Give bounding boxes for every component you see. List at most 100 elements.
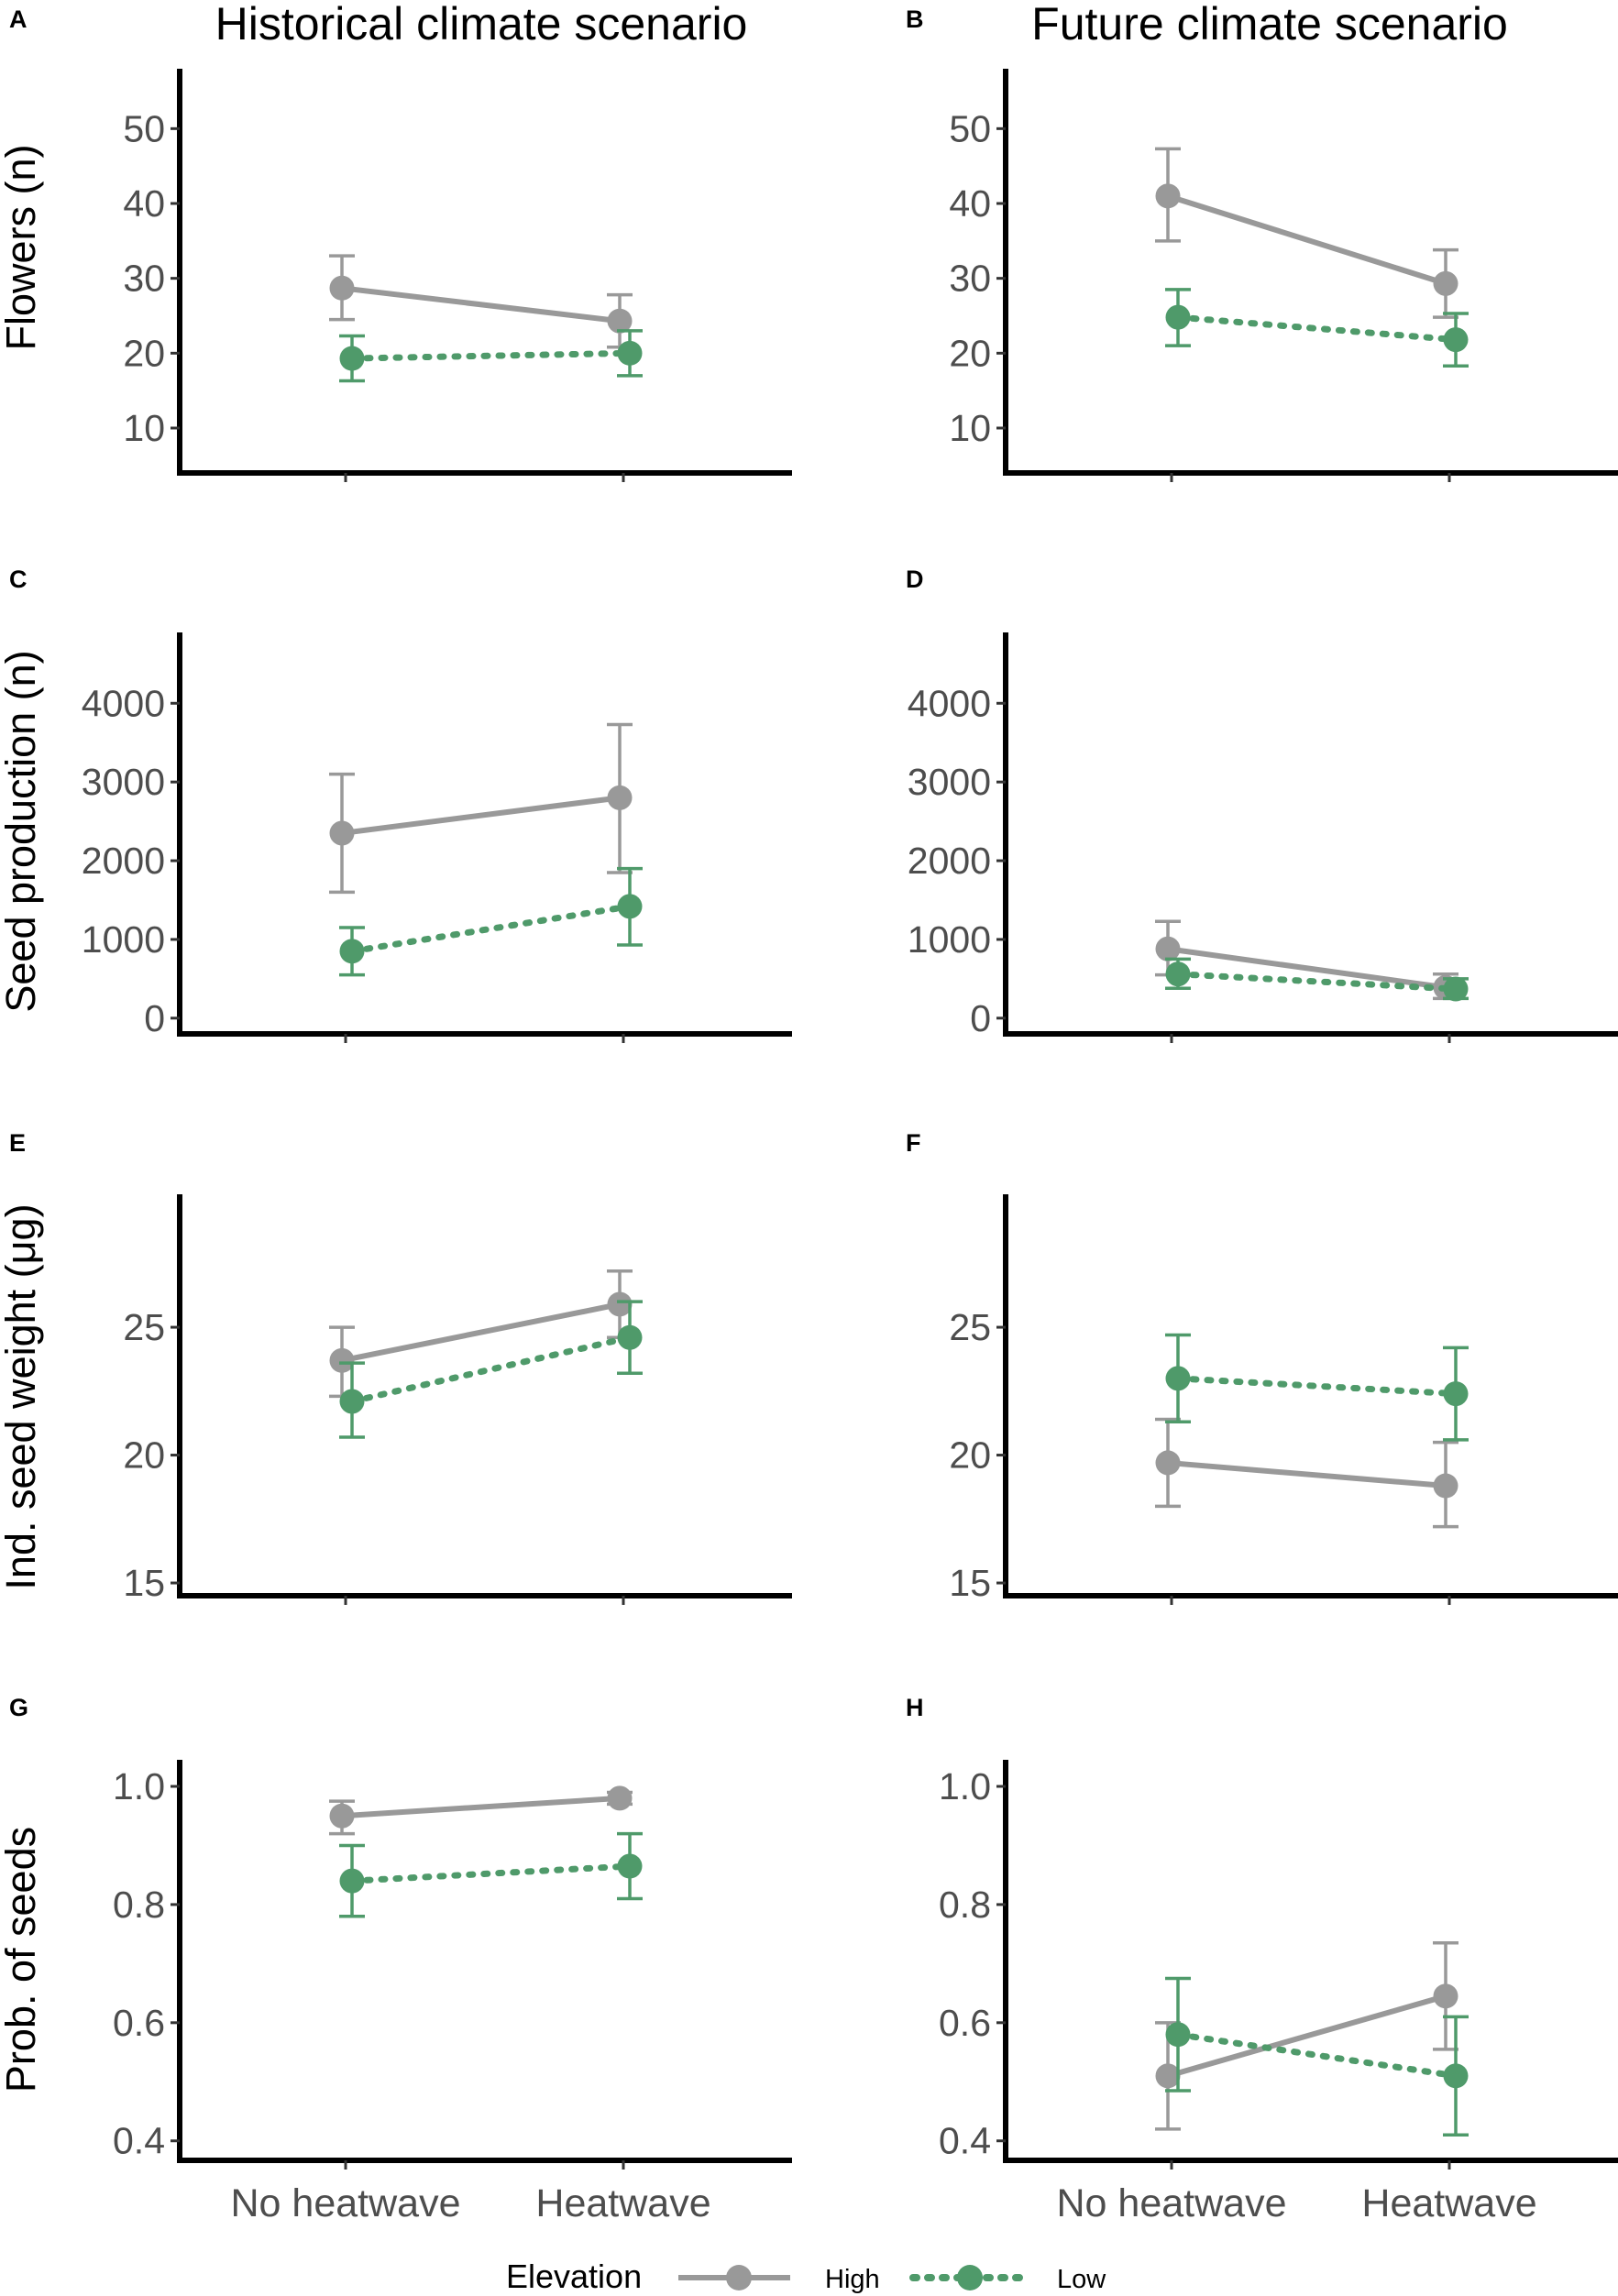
data-point <box>329 820 355 846</box>
panel-F: F 15 20 25 <box>906 1129 1618 1605</box>
y-tick-label: 20 <box>949 1434 991 1477</box>
data-point <box>329 1347 355 1373</box>
series-line <box>348 903 633 955</box>
data-point <box>1155 1450 1181 1476</box>
data-point <box>1443 976 1469 1002</box>
x-tick-label: Heatwave <box>535 2181 710 2225</box>
y-tick-label: 15 <box>123 1562 165 1604</box>
panel-H: H 0.4 0.6 0.8 1.0 No heatwave Heatwave <box>906 1694 1618 2225</box>
panel-letter-G: G <box>9 1694 28 1721</box>
y-axis-label-E: Ind. seed weight (μg) <box>0 1203 44 1589</box>
data-point <box>617 1853 643 1879</box>
y-tick-label: 1.0 <box>113 1765 165 1807</box>
series-line <box>1174 2031 1459 2080</box>
series-low-G <box>339 1831 643 1918</box>
series-high-H <box>1155 1941 1458 2131</box>
panel-letter-F: F <box>906 1129 921 1157</box>
panel-G: G Prob. of seeds 0.4 0.6 0.8 1.0 No heatwave He… <box>0 1694 792 2225</box>
y-axis-label-C: Seed production (n) <box>0 650 44 1012</box>
data-point <box>1443 1381 1469 1407</box>
series-low-H <box>1165 1976 1469 2137</box>
data-point <box>607 1785 633 1811</box>
legend-title: Elevation <box>506 2258 642 2295</box>
data-point <box>1165 1366 1191 1391</box>
series-line <box>1167 192 1447 287</box>
series-line <box>1167 1993 1447 2079</box>
panel-letter-E: E <box>9 1129 26 1157</box>
data-point <box>1165 961 1191 987</box>
y-tick-label: 0 <box>144 997 165 1039</box>
y-tick-label: 20 <box>949 332 991 374</box>
series-line <box>1167 1459 1447 1489</box>
series-low-D <box>1165 957 1469 1002</box>
data-point <box>1433 1473 1458 1499</box>
series-line <box>1167 946 1447 991</box>
series-low-B <box>1165 288 1469 368</box>
series-low-A <box>339 329 643 383</box>
y-tick-label: 40 <box>123 182 165 225</box>
y-tick-label: 1000 <box>82 918 165 961</box>
x-tick-label: Heatwave <box>1361 2181 1536 2225</box>
legend: Elevation High Low <box>506 2258 1106 2295</box>
panel-C: C Seed production (n) 0 1000 2000 3000 4000 <box>0 566 792 1043</box>
series-high-C <box>329 722 633 895</box>
y-tick-label: 20 <box>123 332 165 374</box>
x-tick-label: No heatwave <box>1057 2181 1287 2225</box>
data-point <box>617 340 643 366</box>
data-point <box>339 1389 365 1414</box>
col-title-future: Future climate scenario <box>1031 0 1508 49</box>
series-line <box>341 795 621 836</box>
series-low-E <box>339 1300 643 1439</box>
y-tick-label: 10 <box>123 407 165 449</box>
data-point <box>1443 2063 1469 2089</box>
data-point <box>1155 2063 1181 2089</box>
data-point <box>339 939 365 964</box>
data-point <box>607 785 633 810</box>
series-line <box>1174 1375 1459 1398</box>
legend-high-point <box>726 2265 752 2291</box>
y-axis-label-G: Prob. of seeds <box>0 1827 44 2093</box>
y-tick-label: 20 <box>123 1434 165 1477</box>
data-point <box>1165 304 1191 330</box>
y-tick-label: 0.6 <box>113 2002 165 2044</box>
col-title-historical: Historical climate scenario <box>215 0 748 49</box>
data-point <box>617 1324 643 1350</box>
panel-B: B 10 20 30 40 50 <box>906 5 1618 482</box>
data-point <box>1165 2022 1191 2048</box>
y-tick-label: 10 <box>949 407 991 449</box>
y-tick-label: 30 <box>123 258 165 300</box>
y-tick-label: 1000 <box>908 918 991 961</box>
y-tick-label: 50 <box>949 107 991 149</box>
y-tick-label: 4000 <box>908 682 991 724</box>
x-tick-label: No heatwave <box>231 2181 461 2225</box>
series-line <box>341 1795 621 1819</box>
data-point <box>1433 270 1458 296</box>
series-low-F <box>1165 1333 1469 1442</box>
y-axis-label-A: Flowers (n) <box>0 144 44 350</box>
panel-D: D 0 1000 2000 3000 4000 <box>906 566 1618 1043</box>
panel-letter-A: A <box>9 5 28 33</box>
panel-letter-C: C <box>9 566 28 593</box>
y-tick-label: 2000 <box>82 840 165 882</box>
y-tick-label: 50 <box>123 107 165 149</box>
y-tick-label: 15 <box>949 1562 991 1604</box>
y-tick-label: 0.8 <box>113 1884 165 1926</box>
series-high-E <box>329 1269 633 1399</box>
y-tick-label: 1.0 <box>939 1765 991 1807</box>
series-line <box>341 1302 621 1364</box>
legend-low-point <box>957 2265 983 2291</box>
series-line <box>348 1334 633 1405</box>
panel-A: A Flowers (n) 10 20 30 40 50 <box>0 5 792 482</box>
panel-E: E Ind. seed weight (μg) 15 20 25 <box>0 1129 792 1605</box>
data-point <box>339 346 365 371</box>
panel-letter-H: H <box>906 1694 924 1721</box>
data-point <box>607 1291 633 1317</box>
data-point <box>607 308 633 334</box>
legend-high-label: High <box>825 2265 880 2294</box>
data-point <box>329 275 355 301</box>
y-tick-label: 40 <box>949 182 991 225</box>
y-tick-label: 0.4 <box>113 2120 165 2162</box>
y-tick-label: 0.6 <box>939 2002 991 2044</box>
panels: A Flowers (n) 10 20 30 40 50 B 10 20 30 40 50 C Seed p… <box>0 5 1618 2225</box>
y-tick-label: 30 <box>949 258 991 300</box>
